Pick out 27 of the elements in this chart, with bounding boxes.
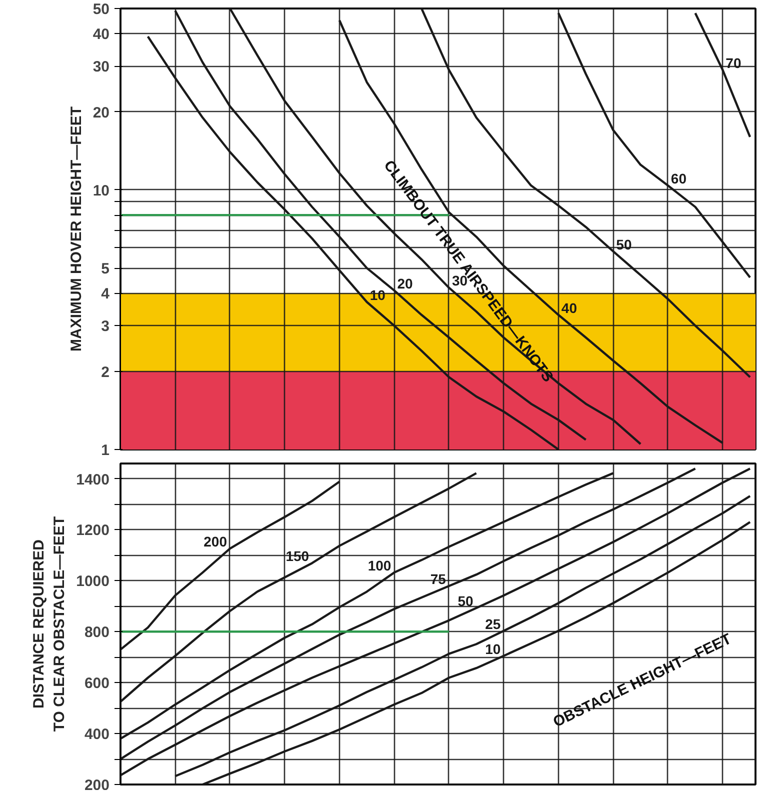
y-tick-label: 2 — [101, 364, 110, 381]
series-label: 25 — [485, 616, 501, 632]
y-tick-label: 800 — [84, 624, 110, 642]
y-tick-label: 200 — [84, 777, 110, 794]
y-tick-label: 30 — [92, 58, 110, 76]
y-tick-label: 3 — [101, 318, 110, 336]
series-label: 100 — [368, 558, 392, 574]
series-label: 40 — [561, 300, 578, 316]
series-label: 20 — [397, 275, 413, 292]
series-label: 50 — [458, 592, 474, 609]
series-label: 200 — [204, 534, 228, 550]
y-tick-label: 1400 — [76, 471, 110, 488]
y-tick-label: 20 — [92, 104, 110, 122]
y-tick-label: 50 — [92, 1, 110, 18]
series-label: 10 — [485, 640, 501, 657]
y-tick-label: 1 — [101, 442, 110, 459]
y-axis-title: MAXIMUM HOVER HEIGHT—FEET — [68, 106, 85, 352]
y-tick-label: 1200 — [76, 522, 110, 540]
y-tick-label: 40 — [92, 26, 110, 44]
y-tick-label: 5 — [101, 260, 110, 278]
y-tick-label: 10 — [92, 182, 110, 200]
series-label: 60 — [670, 170, 687, 187]
y-tick-label: 1000 — [76, 573, 110, 590]
y-tick-label: 400 — [84, 726, 110, 744]
y-tick-label: 4 — [101, 286, 110, 303]
y-tick-label: 600 — [84, 675, 110, 692]
y-axis-title: DISTANCE REQUIERED TO CLEAR OBSTACLE—FEET — [30, 516, 68, 732]
